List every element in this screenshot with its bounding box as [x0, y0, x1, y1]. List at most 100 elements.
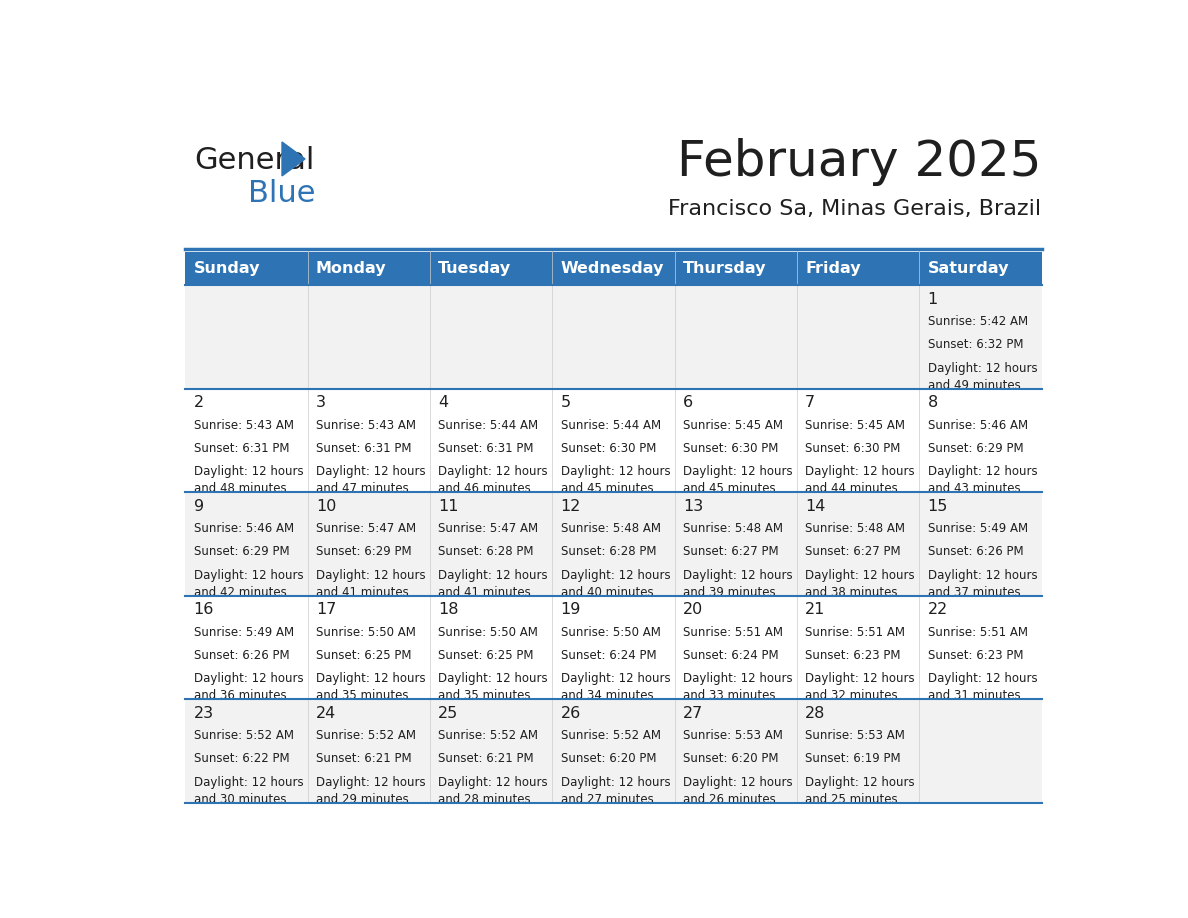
Text: Sunset: 6:20 PM: Sunset: 6:20 PM [683, 753, 778, 766]
Text: Sunrise: 5:45 AM: Sunrise: 5:45 AM [683, 419, 783, 431]
Text: Thursday: Thursday [683, 261, 766, 276]
Text: Daylight: 12 hours
and 31 minutes.: Daylight: 12 hours and 31 minutes. [928, 672, 1037, 702]
Polygon shape [282, 142, 305, 176]
Bar [185, 285, 1042, 389]
Text: 14: 14 [805, 498, 826, 514]
Text: Blue: Blue [248, 179, 316, 208]
Text: Sunset: 6:29 PM: Sunset: 6:29 PM [928, 442, 1023, 455]
Text: 19: 19 [561, 602, 581, 617]
Text: Sunrise: 5:47 AM: Sunrise: 5:47 AM [316, 522, 416, 535]
Text: 15: 15 [928, 498, 948, 514]
Text: Daylight: 12 hours
and 41 minutes.: Daylight: 12 hours and 41 minutes. [316, 569, 425, 599]
Bar [675, 252, 797, 285]
Text: 20: 20 [683, 602, 703, 617]
Text: Sunrise: 5:48 AM: Sunrise: 5:48 AM [683, 522, 783, 535]
Text: Sunrise: 5:49 AM: Sunrise: 5:49 AM [928, 522, 1028, 535]
Text: Sunset: 6:31 PM: Sunset: 6:31 PM [316, 442, 411, 455]
Text: Sunrise: 5:48 AM: Sunrise: 5:48 AM [561, 522, 661, 535]
Text: Daylight: 12 hours
and 28 minutes.: Daylight: 12 hours and 28 minutes. [438, 776, 548, 806]
Text: 18: 18 [438, 602, 459, 617]
Text: Sunrise: 5:50 AM: Sunrise: 5:50 AM [316, 625, 416, 639]
Text: Sunrise: 5:47 AM: Sunrise: 5:47 AM [438, 522, 538, 535]
Text: 5: 5 [561, 396, 570, 410]
Text: Sunrise: 5:52 AM: Sunrise: 5:52 AM [316, 729, 416, 742]
Text: Sunset: 6:29 PM: Sunset: 6:29 PM [316, 545, 411, 558]
Text: 17: 17 [316, 602, 336, 617]
Text: Sunset: 6:28 PM: Sunset: 6:28 PM [438, 545, 533, 558]
Text: 2: 2 [194, 396, 203, 410]
Text: Daylight: 12 hours
and 30 minutes.: Daylight: 12 hours and 30 minutes. [194, 776, 303, 806]
Text: Daylight: 12 hours
and 38 minutes.: Daylight: 12 hours and 38 minutes. [805, 569, 915, 599]
Text: Sunset: 6:21 PM: Sunset: 6:21 PM [316, 753, 411, 766]
Bar [185, 492, 1042, 596]
Text: Wednesday: Wednesday [561, 261, 664, 276]
Text: 16: 16 [194, 602, 214, 617]
Text: Sunrise: 5:42 AM: Sunrise: 5:42 AM [928, 315, 1028, 328]
Text: Sunset: 6:19 PM: Sunset: 6:19 PM [805, 753, 901, 766]
Text: Sunrise: 5:46 AM: Sunrise: 5:46 AM [928, 419, 1028, 431]
Text: Sunset: 6:28 PM: Sunset: 6:28 PM [561, 545, 656, 558]
Text: Daylight: 12 hours
and 32 minutes.: Daylight: 12 hours and 32 minutes. [805, 672, 915, 702]
Bar [185, 252, 308, 285]
Text: Sunrise: 5:51 AM: Sunrise: 5:51 AM [928, 625, 1028, 639]
Text: February 2025: February 2025 [677, 139, 1042, 186]
Text: 23: 23 [194, 706, 214, 721]
Text: Sunset: 6:26 PM: Sunset: 6:26 PM [928, 545, 1023, 558]
Text: 7: 7 [805, 396, 815, 410]
Text: 1: 1 [928, 292, 937, 307]
Text: Sunset: 6:25 PM: Sunset: 6:25 PM [316, 649, 411, 662]
Text: Sunset: 6:25 PM: Sunset: 6:25 PM [438, 649, 533, 662]
Text: Daylight: 12 hours
and 42 minutes.: Daylight: 12 hours and 42 minutes. [194, 569, 303, 599]
Text: Sunset: 6:30 PM: Sunset: 6:30 PM [805, 442, 901, 455]
Text: Sunset: 6:24 PM: Sunset: 6:24 PM [683, 649, 778, 662]
Text: Sunrise: 5:45 AM: Sunrise: 5:45 AM [805, 419, 905, 431]
Text: Sunset: 6:23 PM: Sunset: 6:23 PM [805, 649, 901, 662]
Text: 6: 6 [683, 396, 693, 410]
Bar [552, 252, 675, 285]
Text: Sunday: Sunday [194, 261, 260, 276]
Text: 21: 21 [805, 602, 826, 617]
Text: Sunrise: 5:52 AM: Sunrise: 5:52 AM [194, 729, 293, 742]
Bar [185, 596, 1042, 700]
Text: Daylight: 12 hours
and 29 minutes.: Daylight: 12 hours and 29 minutes. [316, 776, 425, 806]
Text: Daylight: 12 hours
and 35 minutes.: Daylight: 12 hours and 35 minutes. [438, 672, 548, 702]
Text: Daylight: 12 hours
and 44 minutes.: Daylight: 12 hours and 44 minutes. [805, 465, 915, 496]
Text: Daylight: 12 hours
and 48 minutes.: Daylight: 12 hours and 48 minutes. [194, 465, 303, 496]
Text: 24: 24 [316, 706, 336, 721]
Text: Daylight: 12 hours
and 35 minutes.: Daylight: 12 hours and 35 minutes. [316, 672, 425, 702]
Text: Daylight: 12 hours
and 43 minutes.: Daylight: 12 hours and 43 minutes. [928, 465, 1037, 496]
Text: Daylight: 12 hours
and 39 minutes.: Daylight: 12 hours and 39 minutes. [683, 569, 792, 599]
Text: Sunset: 6:30 PM: Sunset: 6:30 PM [561, 442, 656, 455]
Text: Sunrise: 5:46 AM: Sunrise: 5:46 AM [194, 522, 293, 535]
Text: 26: 26 [561, 706, 581, 721]
Text: 9: 9 [194, 498, 203, 514]
Text: Sunset: 6:30 PM: Sunset: 6:30 PM [683, 442, 778, 455]
Text: Sunrise: 5:50 AM: Sunrise: 5:50 AM [561, 625, 661, 639]
Text: Daylight: 12 hours
and 27 minutes.: Daylight: 12 hours and 27 minutes. [561, 776, 670, 806]
Text: Daylight: 12 hours
and 26 minutes.: Daylight: 12 hours and 26 minutes. [683, 776, 792, 806]
Text: 25: 25 [438, 706, 459, 721]
Text: General: General [195, 145, 315, 174]
Text: Tuesday: Tuesday [438, 261, 511, 276]
Bar [308, 252, 430, 285]
Text: Daylight: 12 hours
and 45 minutes.: Daylight: 12 hours and 45 minutes. [561, 465, 670, 496]
Text: 22: 22 [928, 602, 948, 617]
Text: 13: 13 [683, 498, 703, 514]
Text: Daylight: 12 hours
and 49 minutes.: Daylight: 12 hours and 49 minutes. [928, 362, 1037, 392]
Text: 11: 11 [438, 498, 459, 514]
Text: 3: 3 [316, 396, 326, 410]
Text: Daylight: 12 hours
and 47 minutes.: Daylight: 12 hours and 47 minutes. [316, 465, 425, 496]
Text: Sunset: 6:32 PM: Sunset: 6:32 PM [928, 339, 1023, 352]
Bar [430, 252, 552, 285]
Text: Sunrise: 5:50 AM: Sunrise: 5:50 AM [438, 625, 538, 639]
Text: Sunrise: 5:51 AM: Sunrise: 5:51 AM [805, 625, 905, 639]
Text: Saturday: Saturday [928, 261, 1009, 276]
Text: 4: 4 [438, 396, 448, 410]
Text: Sunrise: 5:48 AM: Sunrise: 5:48 AM [805, 522, 905, 535]
Text: Sunset: 6:31 PM: Sunset: 6:31 PM [194, 442, 289, 455]
Text: Sunset: 6:26 PM: Sunset: 6:26 PM [194, 649, 289, 662]
Text: Daylight: 12 hours
and 37 minutes.: Daylight: 12 hours and 37 minutes. [928, 569, 1037, 599]
Text: Sunset: 6:27 PM: Sunset: 6:27 PM [805, 545, 901, 558]
Text: Sunrise: 5:52 AM: Sunrise: 5:52 AM [438, 729, 538, 742]
Text: Daylight: 12 hours
and 34 minutes.: Daylight: 12 hours and 34 minutes. [561, 672, 670, 702]
